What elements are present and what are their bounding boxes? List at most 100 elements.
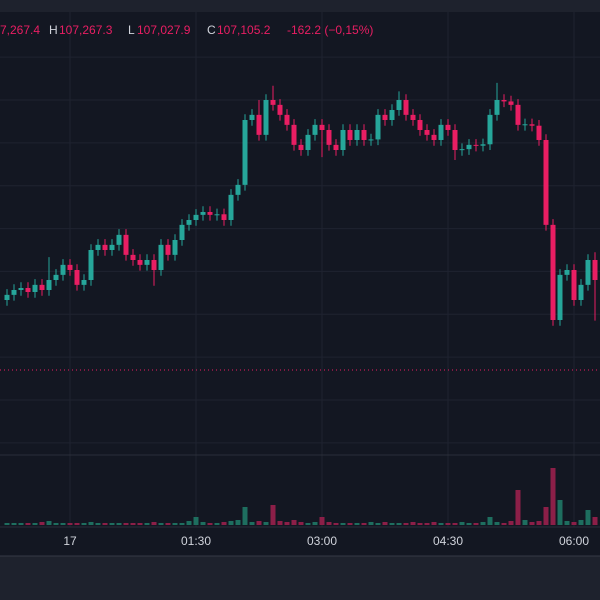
candle-body [291,124,297,145]
ohlc-high-label: H [49,23,58,37]
candle-body [403,100,409,115]
candle-body [151,260,157,270]
candle-body [550,224,556,320]
top-bar [0,0,600,12]
candle-body [242,120,248,185]
volume-bar [151,522,157,525]
ohlc-low: 107,027.9 [137,23,191,37]
candle-body [382,114,388,120]
volume-bar [32,523,38,525]
volume-bar [172,523,178,525]
candle-body [277,104,283,115]
ohlc-change: -162.2 (−0,15%) [287,23,373,37]
candle-body [67,264,73,270]
volume-bar [221,522,227,525]
candle-body [375,114,381,140]
volume-bar [242,507,248,525]
candle-body [102,244,108,250]
candle-body [228,194,234,220]
candle-body [200,212,206,215]
volume-bar [340,523,346,525]
ohlc-close: 107,105.2 [217,23,271,37]
volume-bar [417,523,423,525]
volume-bar [214,523,220,525]
candle-body [347,130,353,140]
volume-bar [389,523,395,525]
candle-body [522,124,528,126]
candle-body [536,125,542,140]
volume-bar [494,522,500,525]
volume-bar [326,522,332,525]
candle-body [270,100,276,105]
volume-bar [382,522,388,525]
candle-body [158,244,164,270]
volume-bar [179,523,185,525]
volume-bar [431,522,437,525]
ohlc-low-label: L [128,23,135,37]
volume-bar [452,523,458,525]
volume-bar [207,523,213,525]
candle-body [445,124,451,130]
candle-body [81,280,87,285]
candle-body [305,134,311,150]
volume-bar [564,521,570,525]
candle-body [466,144,472,150]
volume-bar [18,523,24,525]
candle-body [221,214,227,220]
candle-body [312,124,318,135]
volume-bar [53,523,59,525]
x-tick-label: 06:00 [559,534,589,548]
volume-bar [123,523,129,525]
candle-body [95,244,101,250]
candle-body [249,114,255,120]
candle-body [501,100,507,102]
candle-body [74,270,80,285]
candle-body [354,130,360,140]
candle-body [459,149,465,151]
candle-body [396,100,402,110]
candle-body [284,114,290,125]
volume-bar [60,523,66,525]
volume-bar [11,523,17,525]
candle-body [25,288,31,292]
candle-body [585,260,591,285]
ohlc-high: 107,267.3 [59,23,113,37]
candle-body [298,144,304,150]
volume-bar [165,523,171,525]
volume-bar [95,523,101,525]
volume-bar [333,523,339,525]
volume-bar [459,522,465,525]
volume-bar [522,520,528,525]
candle-body [214,214,220,216]
candle-body [452,130,458,150]
candle-body [543,140,549,225]
x-tick-label: 17 [63,534,77,548]
ohlc-close-label: C [207,23,216,37]
volume-bar [529,522,535,525]
volume-bar [186,521,192,525]
candle-body [207,212,213,215]
volume-bar [200,522,206,525]
volume-bar [235,520,241,525]
volume-bar [88,522,94,525]
x-tick-label: 03:00 [307,534,337,548]
candle-body [529,124,535,126]
candle-body [319,124,325,130]
candle-body [144,260,150,265]
volume-bar [130,523,136,525]
candle-body [235,184,241,195]
volume-bar [81,523,87,525]
candle-body [571,270,577,300]
volume-bar [403,523,409,525]
candle-body [179,224,185,240]
volume-bar [550,468,556,525]
candle-body [564,270,570,275]
volume-bar [116,523,122,525]
volume-bar [515,490,521,525]
volume-bar [536,521,542,525]
candle-body [263,100,269,135]
candle-body [494,100,500,115]
candle-body [389,110,395,120]
